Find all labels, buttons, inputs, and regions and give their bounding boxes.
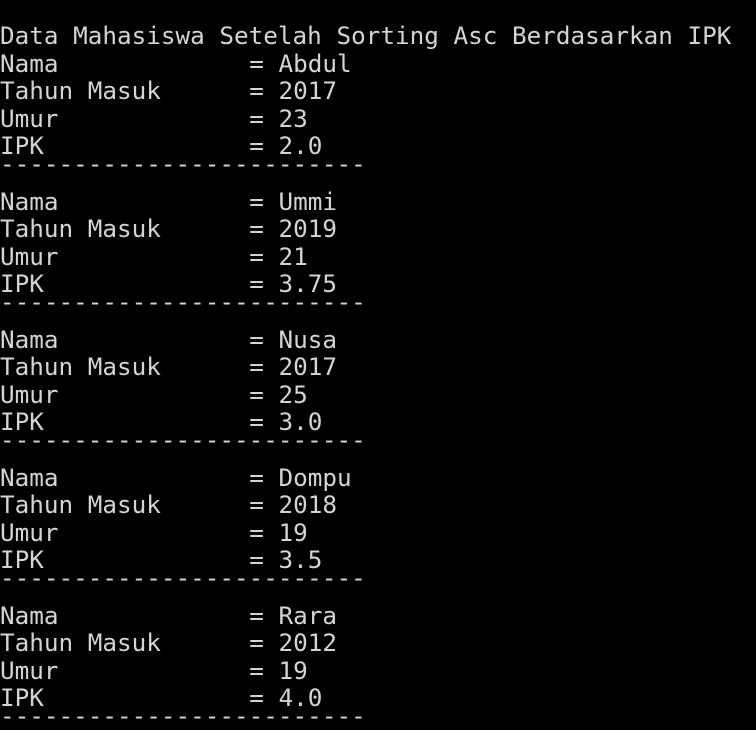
field-value: 2.0 [278,131,323,161]
field-label: Umur [0,241,59,271]
field-value: 2017 [278,352,338,382]
separator: = [249,407,264,437]
separator: = [249,241,264,271]
field-value: 19 [278,655,308,685]
field-value: 25 [278,379,308,409]
separator: = [249,655,264,685]
field-label: IPK [0,545,44,575]
separator: = [249,683,264,713]
separator: = [249,76,264,106]
field-label: Umur [0,379,59,409]
field-value: 2019 [278,214,338,244]
field-value: 3.0 [278,407,323,437]
field-value: Dompu [278,462,352,492]
field-label: Tahun Masuk [0,76,161,106]
field-label: Nama [0,600,59,630]
separator: = [249,269,264,299]
divider: ------------------------- [0,701,366,730]
separator: = [249,462,264,492]
divider: ------------------------- [0,287,366,316]
separator: = [249,48,264,78]
field-label: Umur [0,655,59,685]
field-label: IPK [0,269,44,299]
separator: = [249,324,264,354]
field-value: 2017 [278,76,338,106]
field-value: 23 [278,103,308,133]
divider: ------------------------- [0,149,366,178]
separator: = [249,490,264,520]
field-label: Umur [0,103,59,133]
separator: = [249,352,264,382]
field-label: Tahun Masuk [0,214,161,244]
field-label: IPK [0,683,44,713]
field-label: Nama [0,462,59,492]
field-label: Tahun Masuk [0,490,161,520]
field-label: Nama [0,48,59,78]
field-value: Abdul [278,48,352,78]
separator: = [249,131,264,161]
field-value: 3.75 [278,269,338,299]
separator: = [249,545,264,575]
console-title: Data Mahasiswa Setelah Sorting Asc Berda… [0,21,732,50]
field-value: Nusa [278,324,338,354]
field-label: Tahun Masuk [0,352,161,382]
divider: ------------------------- [0,563,366,592]
separator: = [249,517,264,547]
field-label: Nama [0,186,59,216]
field-label: Umur [0,517,59,547]
field-value: 4.0 [278,683,323,713]
field-value: Ummi [278,186,338,216]
field-label: Nama [0,324,59,354]
separator: = [249,628,264,658]
field-value: 2012 [278,628,338,658]
separator: = [249,600,264,630]
separator: = [249,379,264,409]
field-label: Tahun Masuk [0,628,161,658]
field-label: IPK [0,407,44,437]
separator: = [249,186,264,216]
separator: = [249,214,264,244]
field-value: 2018 [278,490,338,520]
field-value: 3.5 [278,545,323,575]
field-value: Rara [278,600,338,630]
field-value: 21 [278,241,308,271]
field-value: 19 [278,517,308,547]
field-label: IPK [0,131,44,161]
separator: = [249,103,264,133]
divider: ------------------------- [0,425,366,454]
